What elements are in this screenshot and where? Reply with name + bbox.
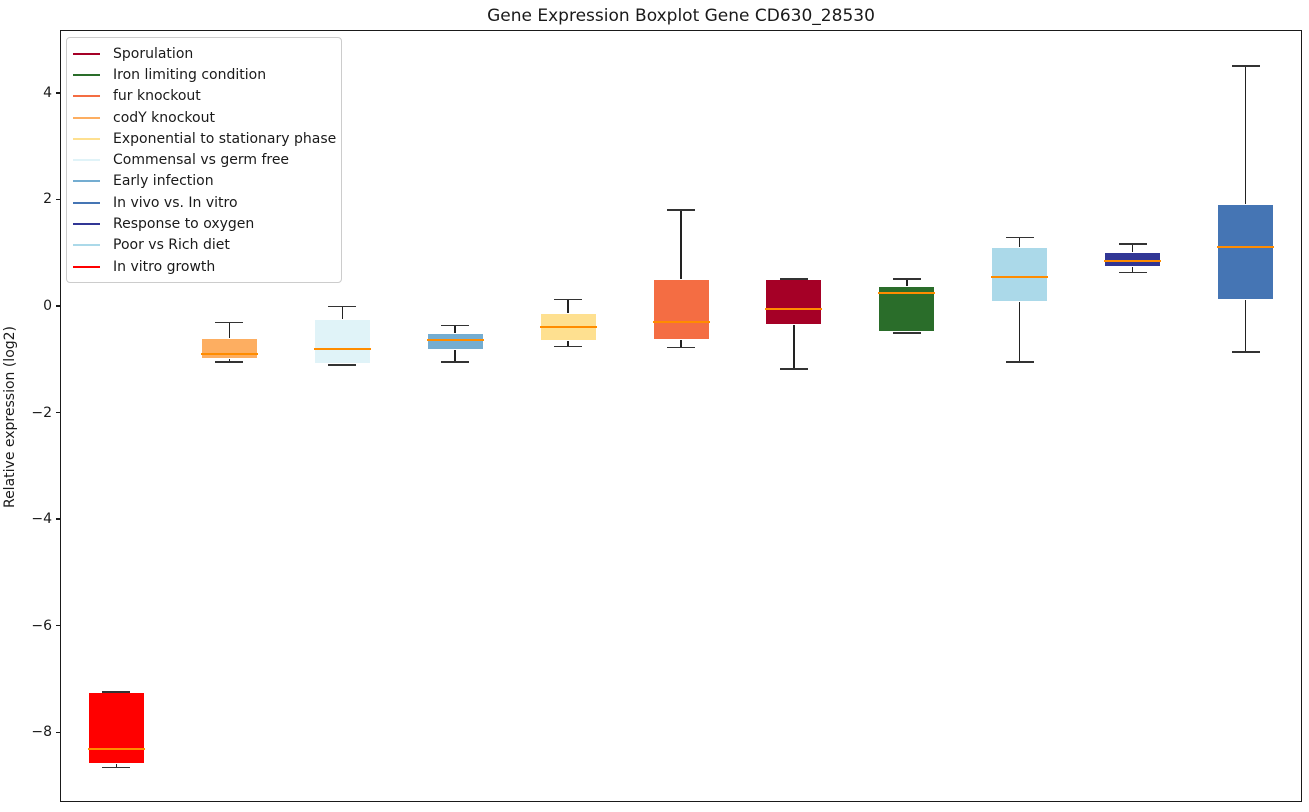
legend-item: codY knockout [73,107,333,128]
y-tick-mark [55,198,60,201]
whisker-cap [892,332,921,334]
legend-label: codY knockout [113,109,215,126]
box-in-vivo-vs-in-vitro [1217,204,1275,301]
whisker-cap [328,364,357,366]
legend-swatch [73,244,100,247]
y-tick-label: −4 [31,511,52,528]
legend-label: In vivo vs. In vitro [113,194,238,211]
whisker-cap [554,298,583,301]
legend-item: Sporulation [73,43,333,64]
legend-label: Iron limiting condition [113,66,267,83]
whisker-cap [1118,271,1147,274]
legend-item: In vitro growth [73,256,333,277]
legend-label: Early infection [113,173,214,190]
whisker-cap [1118,243,1147,245]
legend-item: Poor vs Rich diet [73,235,333,256]
legend-label: fur knockout [113,88,201,105]
whisker-cap [102,691,131,693]
box-in-vitro-growth [87,692,145,765]
legend-swatch [73,265,100,268]
y-tick-label: 2 [43,191,52,208]
median-line [426,338,484,341]
whisker-cap [215,321,244,324]
median-line [765,307,823,310]
whisker-cap [667,346,695,349]
whisker-cap [441,361,470,363]
whisker-cap [1005,236,1034,238]
legend-item: Iron limiting condition [73,64,333,85]
legend-item: Response to oxygen [73,213,333,234]
y-tick-label: −6 [31,617,52,634]
whisker-cap [215,361,244,363]
median-line [652,321,710,324]
median-line [200,353,258,356]
whisker-cap [892,278,921,280]
y-tick-label: −8 [31,724,52,741]
legend-swatch [73,159,100,162]
legend-swatch [73,95,100,98]
legend-swatch [73,223,100,226]
median-line [87,747,145,750]
y-tick-mark [55,731,60,733]
y-tick-mark [55,92,60,94]
median-line [991,276,1049,279]
legend-label: Poor vs Rich diet [113,237,230,254]
box-fur-knockout [652,278,710,340]
median-line [539,326,597,329]
box-early-infection [426,333,484,351]
whisker-cap [667,209,695,211]
median-line [878,292,936,295]
y-tick-label: 0 [43,297,52,314]
y-tick-mark [55,411,60,414]
legend-label: Response to oxygen [113,216,255,233]
box-cody-knockout [200,338,258,360]
legend-label: Exponential to stationary phase [113,130,337,147]
median-line [313,347,371,350]
legend-label: In vitro growth [113,258,216,275]
box-commensal-vs-germ-free [313,318,371,365]
y-tick-mark [55,305,60,307]
legend-swatch [73,137,100,140]
whisker-cap [779,278,808,280]
legend-swatch [73,116,100,119]
whisker-cap [554,345,583,348]
median-line [1104,259,1162,262]
whisker-cap [1005,361,1034,363]
legend-item: Early infection [73,171,333,192]
legend-swatch [73,180,100,183]
y-tick-label: 4 [43,84,52,101]
box-response-to-oxygen [1104,252,1162,267]
box-sporulation [765,278,823,326]
y-tick-mark [55,518,60,520]
chart-title: Gene Expression Boxplot Gene CD630_28530 [487,6,875,26]
legend-swatch [73,52,100,55]
legend-item: fur knockout [73,86,333,107]
y-tick-mark [55,624,60,627]
whisker-cap [1231,65,1260,67]
box-poor-vs-rich-diet [991,247,1049,302]
legend-label: Sporulation [113,45,194,62]
legend-label: Commensal vs germ free [113,152,290,169]
whisker-cap [1231,351,1260,353]
legend-item: Commensal vs germ free [73,149,333,170]
whisker-cap [102,766,131,769]
legend-item: Exponential to stationary phase [73,128,337,149]
legend-list: Sporulation Iron limiting condition fur kn… [73,43,337,277]
legend-item: In vivo vs. In vitro [73,192,333,213]
y-tick-label: −2 [31,404,52,421]
whisker-cap [779,368,808,370]
whisker-cap [441,324,470,327]
median-line [1217,246,1275,249]
legend-swatch [73,201,100,204]
legend: Sporulation Iron limiting condition fur kn… [66,37,342,284]
whisker-cap [328,305,357,308]
legend-swatch [73,73,100,76]
